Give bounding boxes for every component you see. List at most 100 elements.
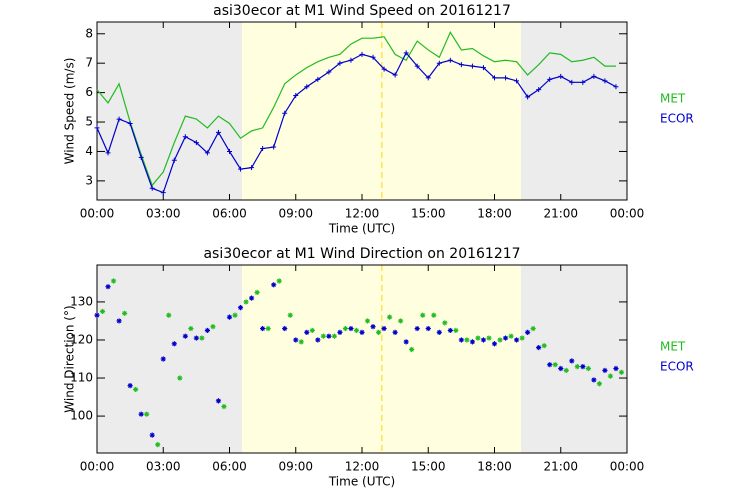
point — [613, 365, 619, 372]
point-marker — [160, 190, 166, 196]
y-tick-label: 5 — [85, 115, 93, 129]
point — [331, 333, 337, 339]
point-marker — [569, 79, 575, 85]
point-marker — [94, 125, 100, 131]
point — [409, 346, 415, 353]
point — [530, 325, 536, 332]
point — [381, 325, 387, 332]
line — [96, 51, 617, 194]
point — [204, 327, 211, 334]
point — [182, 333, 188, 339]
point-marker — [105, 150, 111, 156]
y-tick-label: 110 — [70, 371, 93, 385]
point-marker — [293, 93, 299, 99]
point — [364, 318, 371, 324]
point — [607, 373, 614, 379]
x-tick-label: 06:00 — [212, 207, 247, 221]
x-tick-label: 15:00 — [411, 207, 446, 221]
point — [260, 325, 266, 332]
x-axis-label: Time (UTC) — [328, 475, 395, 489]
point — [480, 337, 487, 343]
point-marker — [458, 62, 464, 68]
point — [387, 314, 393, 320]
chart-title: asi30ecor at M1 Wind Speed on 20161217 — [213, 3, 511, 19]
point — [171, 341, 177, 347]
point-marker — [359, 51, 365, 57]
legend-label: ECOR — [660, 112, 694, 126]
point — [436, 329, 442, 335]
chart-title: asi30ecor at M1 Wind Direction on 201612… — [203, 246, 520, 262]
point-marker — [591, 73, 597, 79]
point — [160, 356, 166, 362]
point — [491, 341, 498, 347]
point-marker — [503, 75, 509, 81]
x-tick-label: 15:00 — [411, 460, 446, 474]
point — [237, 305, 244, 311]
point — [105, 284, 111, 290]
point — [519, 335, 525, 341]
point-marker — [149, 185, 155, 191]
point-marker — [348, 57, 354, 63]
point-marker — [381, 66, 387, 72]
point-marker — [171, 157, 177, 163]
point — [359, 329, 365, 335]
y-tick-label: 7 — [85, 56, 93, 70]
point — [580, 364, 586, 370]
point — [348, 325, 354, 332]
point-marker — [469, 63, 475, 69]
point — [475, 335, 481, 341]
point — [326, 333, 332, 339]
point-marker — [304, 84, 310, 90]
point-marker — [238, 166, 244, 172]
point — [304, 329, 310, 335]
point-marker — [447, 57, 453, 63]
point — [342, 325, 349, 332]
point — [431, 312, 437, 318]
point — [464, 337, 470, 343]
point — [591, 377, 597, 383]
point-marker — [613, 84, 619, 90]
y-tick-label: 120 — [70, 332, 93, 346]
point — [127, 383, 133, 389]
point — [282, 325, 288, 332]
y-axis-label: Wind Direction (°) — [63, 305, 77, 412]
point-marker — [193, 140, 199, 146]
x-tick-label: 18:00 — [477, 207, 512, 221]
point-marker — [282, 110, 288, 116]
y-tick-label: 3 — [85, 173, 93, 187]
point-marker — [370, 54, 376, 60]
legend-label: MET — [660, 92, 686, 106]
point-marker — [514, 78, 520, 84]
shade — [97, 22, 243, 200]
point-marker — [414, 63, 420, 69]
point — [193, 335, 199, 341]
y-tick-label: 6 — [85, 85, 93, 99]
point — [188, 325, 194, 332]
shade — [521, 265, 627, 453]
point — [110, 278, 117, 284]
point — [574, 364, 580, 370]
point — [602, 367, 608, 374]
point — [486, 335, 492, 341]
point — [453, 327, 459, 334]
y-axis-label: Wind Speed (m/s) — [63, 58, 77, 165]
y-tick-label: 130 — [70, 294, 93, 308]
point — [403, 339, 409, 345]
x-axis-label: Time (UTC) — [328, 222, 395, 236]
legend-label: MET — [660, 340, 686, 354]
x-tick-label: 12:00 — [345, 460, 380, 474]
x-tick-label: 06:00 — [212, 460, 247, 474]
point-marker — [602, 78, 608, 84]
point — [398, 318, 404, 324]
point — [221, 403, 227, 410]
point — [414, 325, 420, 332]
point-marker — [227, 148, 232, 154]
y-tick-label: 8 — [85, 26, 93, 40]
point-marker — [204, 150, 210, 156]
x-tick-label: 21:00 — [543, 207, 578, 221]
point — [353, 327, 360, 334]
x-tick-label: 21:00 — [543, 460, 578, 474]
y-tick-label: 100 — [70, 409, 93, 423]
point-marker — [480, 65, 486, 71]
point — [94, 312, 100, 318]
